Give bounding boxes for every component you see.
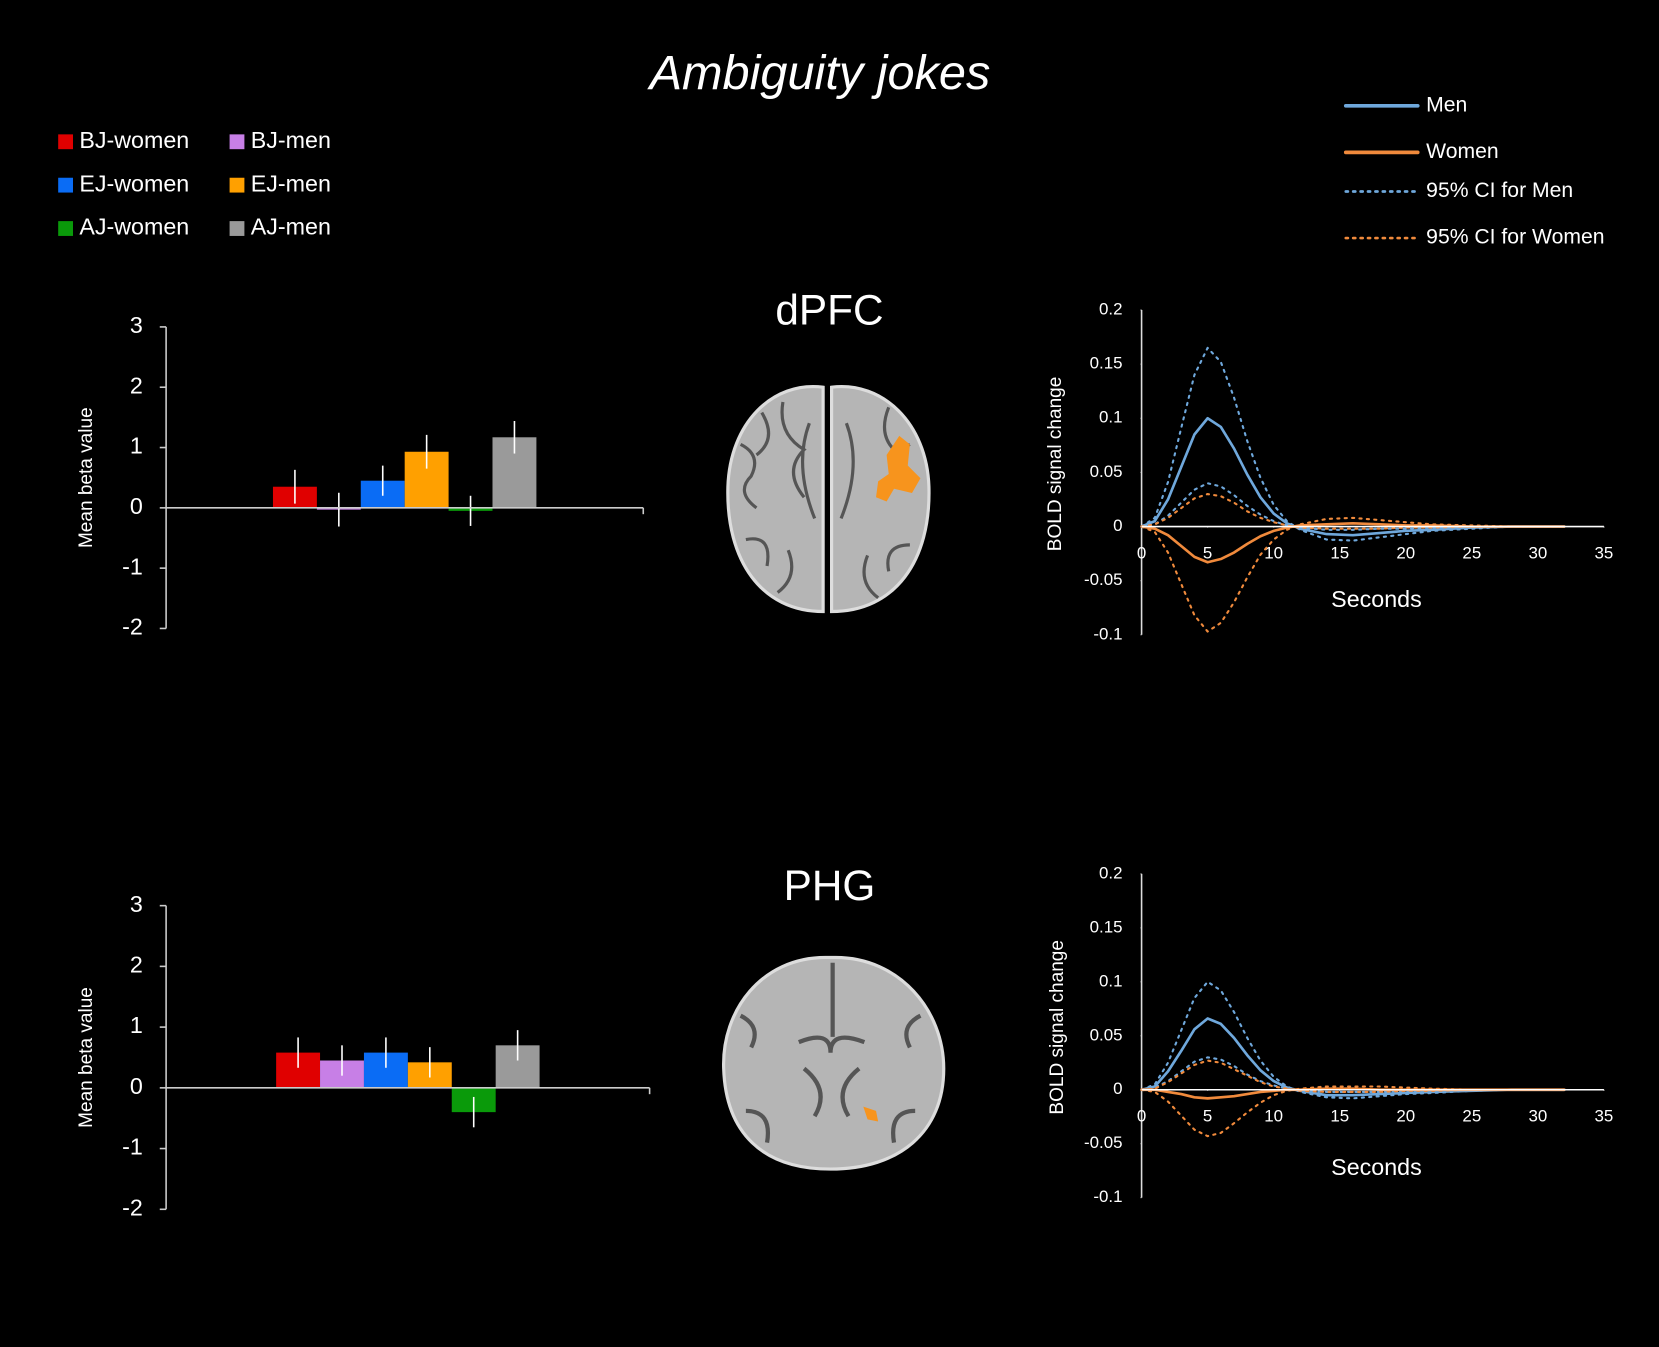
legend-label: 95% CI for Men (1426, 179, 1573, 202)
x-tick-label: 15 (1330, 1107, 1349, 1126)
y-tick-label: 0.05 (1090, 462, 1123, 481)
x-tick-label: 0 (1137, 544, 1146, 563)
y-tick-label: -0.05 (1084, 570, 1123, 589)
line-series (1140, 1085, 1566, 1138)
y-tick-label: -0.1 (1093, 1187, 1122, 1206)
figure-content: Ambiguity jokes dPFC PHG BJ-women BJ-men E… (58, 46, 1613, 1220)
line-series (1140, 521, 1566, 564)
legend-swatch (58, 221, 74, 236)
legend-label: AJ-men (251, 214, 331, 240)
legend-label: 95% CI for Women (1426, 226, 1604, 249)
x-tick-label: 35 (1595, 1107, 1614, 1126)
x-tick-label: 5 (1203, 544, 1212, 563)
y-axis-label: BOLD signal change (1045, 377, 1066, 552)
x-tick-label: 25 (1462, 544, 1481, 563)
x-axis-label: Seconds (1331, 586, 1422, 612)
y-tick-label: 0.1 (1099, 408, 1123, 427)
legend-label: EJ-men (251, 170, 331, 196)
y-tick-label: 0.2 (1099, 299, 1123, 318)
y-tick-label: 1 (130, 1012, 143, 1038)
legend-swatch (229, 221, 245, 236)
line-series (1140, 492, 1566, 530)
x-tick-label: 30 (1528, 1107, 1547, 1126)
line-series (1140, 1017, 1566, 1097)
line-series (1140, 482, 1566, 531)
legend-label: EJ-women (79, 170, 189, 196)
legend-swatch (229, 177, 245, 193)
x-tick-label: 30 (1528, 544, 1547, 563)
figure-title: Ambiguity jokes (647, 46, 991, 100)
y-axis-label: BOLD signal change (1047, 940, 1068, 1115)
y-tick-label: 3 (130, 891, 143, 917)
legend-label: BJ-women (79, 127, 189, 153)
y-tick-label: -1 (122, 1134, 143, 1160)
y-axis-label: Mean beta value (76, 407, 97, 548)
y-tick-label: 0.15 (1090, 354, 1123, 373)
x-tick-label: 25 (1462, 1107, 1481, 1126)
line-series (1140, 516, 1566, 633)
region-label: PHG (784, 862, 876, 909)
line-series (1140, 416, 1566, 537)
y-tick-label: 0 (130, 493, 143, 519)
x-tick-label: 0 (1137, 1107, 1146, 1126)
y-tick-label: -0.05 (1084, 1133, 1123, 1152)
x-tick-label: 35 (1595, 544, 1614, 563)
x-tick-label: 5 (1203, 1107, 1212, 1126)
y-tick-label: 0.2 (1099, 863, 1123, 882)
y-tick-label: -1 (122, 553, 143, 579)
legend-swatch (58, 177, 74, 193)
region-label: dPFC (775, 286, 883, 333)
y-tick-label: -0.1 (1093, 624, 1122, 643)
x-tick-label: 10 (1264, 1107, 1283, 1126)
x-tick-label: 15 (1330, 544, 1349, 563)
line-series (1140, 980, 1566, 1100)
legend-label: AJ-women (79, 214, 189, 240)
y-tick-label: 0.15 (1090, 917, 1123, 936)
legend-label: Women (1426, 140, 1499, 163)
y-tick-label: 0.05 (1090, 1025, 1123, 1044)
y-tick-label: -2 (122, 614, 143, 640)
y-tick-label: 3 (130, 312, 143, 338)
legend-swatch (58, 134, 74, 150)
y-axis-label: Mean beta value (76, 987, 97, 1128)
y-tick-label: 0.1 (1099, 971, 1123, 990)
y-tick-label: 0 (1113, 1079, 1122, 1098)
y-tick-label: 2 (130, 952, 143, 978)
legend-label: BJ-men (251, 127, 331, 153)
y-tick-label: 1 (130, 433, 143, 459)
legend-label: Men (1426, 93, 1467, 116)
x-tick-label: 20 (1396, 544, 1415, 563)
brain-image (722, 385, 946, 1171)
y-tick-label: -2 (122, 1194, 143, 1220)
y-tick-label: 2 (130, 372, 143, 398)
line-series (1140, 346, 1566, 542)
y-tick-label: 0 (130, 1073, 143, 1099)
x-tick-label: 20 (1396, 1107, 1415, 1126)
legend-swatch (229, 134, 245, 150)
y-tick-label: 0 (1113, 516, 1122, 535)
x-axis-label: Seconds (1331, 1154, 1422, 1180)
x-tick-label: 10 (1264, 544, 1283, 563)
